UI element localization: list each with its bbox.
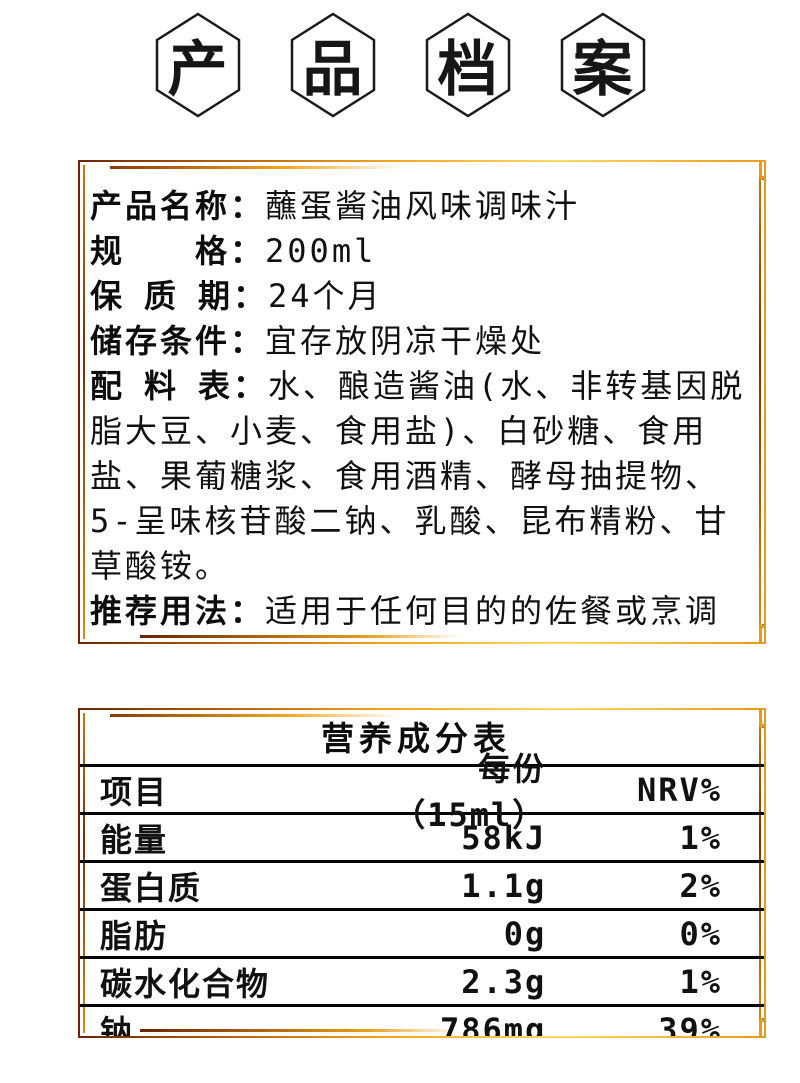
- cell-serving: 786mg: [439, 1010, 547, 1038]
- frame-corner-ornament: [759, 1018, 764, 1036]
- title-character: 案: [572, 34, 633, 105]
- title-hexagon: 品: [289, 12, 377, 118]
- title-character: 档: [437, 34, 498, 105]
- field-value: 水、酿造酱油(水、非转基因脱脂大豆、小麦、食用盐)、白砂糖、食用盐、果葡糖浆、食…: [90, 367, 746, 585]
- nutrition-table-header: 项目 每份（15ml） NRV%: [80, 750, 764, 834]
- hexagon-outline-icon: [290, 12, 375, 118]
- frame-accent-line: [110, 714, 400, 717]
- frame-accent-line: [140, 1029, 460, 1032]
- field-usage: 推荐用法：适用于任何目的的佐餐或烹调: [90, 589, 748, 634]
- product-info-panel: 产品名称：蘸蛋酱油风味调味汁 规 格：200ml 保 质 期：24个月 储存条件…: [78, 160, 766, 644]
- nutrition-table-title: 营养成分表: [321, 720, 511, 757]
- field-shelf-life: 保 质 期：24个月: [90, 274, 748, 319]
- product-archive-page: 产 品 档 案 产品名称：蘸蛋酱油风味调味汁 规 格：200ml: [0, 0, 800, 1038]
- cell-nrv: 1%: [679, 962, 722, 1001]
- field-label: 产品名称：: [90, 188, 266, 224]
- field-storage: 储存条件：宜存放阴凉干燥处: [90, 319, 748, 364]
- cell-serving: 58kJ: [461, 818, 547, 857]
- field-label: 配 料 表：: [90, 368, 269, 404]
- field-value: 24个月: [268, 277, 383, 315]
- frame-corner-ornament: [759, 162, 764, 180]
- cell-serving: 1.1g: [461, 866, 547, 905]
- cell-item: 脂肪: [100, 917, 169, 954]
- field-value: 200ml: [265, 232, 377, 270]
- title-hexagon: 案: [559, 12, 647, 118]
- cell-item: 能量: [100, 821, 169, 858]
- cell-item: 蛋白质: [100, 869, 203, 906]
- nutrition-row: 钠 786mg 39%: [80, 1004, 764, 1038]
- cell-nrv: 0%: [679, 914, 722, 953]
- frame-accent-line: [140, 635, 460, 638]
- field-label: 推荐用法：: [90, 593, 266, 629]
- field-specification: 规 格：200ml: [90, 229, 748, 274]
- column-header-serving: 每份（15ml）: [393, 749, 547, 834]
- cell-nrv: 39%: [658, 1010, 722, 1038]
- cell-serving: 2.3g: [461, 962, 547, 1001]
- field-product-name: 产品名称：蘸蛋酱油风味调味汁: [90, 184, 748, 229]
- column-header-item: 项目: [100, 773, 169, 810]
- hexagon-outline-icon: [560, 12, 645, 118]
- nutrition-row: 碳水化合物 2.3g 1%: [80, 956, 764, 1004]
- field-ingredients: 配 料 表：水、酿造酱油(水、非转基因脱脂大豆、小麦、食用盐)、白砂糖、食用盐、…: [90, 364, 748, 589]
- hexagon-outline-icon: [155, 12, 240, 118]
- title-hexagon: 产: [154, 12, 242, 118]
- cell-item: 碳水化合物: [100, 965, 271, 1002]
- title-character: 产: [167, 34, 228, 105]
- nutrition-row: 能量 58kJ 1%: [80, 812, 764, 860]
- cell-serving: 0g: [503, 914, 547, 953]
- field-label: 储存条件：: [90, 323, 266, 359]
- field-value: 适用于任何目的的佐餐或烹调: [265, 592, 721, 630]
- nutrition-row: 蛋白质 1.1g 2%: [80, 860, 764, 908]
- field-label: 规 格：: [90, 233, 266, 269]
- nutrition-panel: 营养成分表 项目 每份（15ml） NRV% 能量 58kJ 1% 蛋白质 1.…: [78, 708, 766, 1038]
- field-label: 保 质 期：: [90, 278, 269, 314]
- title-character: 品: [302, 34, 363, 105]
- page-title: 产 品 档 案: [0, 0, 800, 118]
- nutrition-row: 脂肪 0g 0%: [80, 908, 764, 956]
- cell-nrv: 1%: [679, 818, 722, 857]
- frame-corner-ornament: [759, 624, 764, 642]
- frame-accent-line: [110, 166, 400, 169]
- field-value: 宜存放阴凉干燥处: [265, 322, 546, 360]
- field-value: 蘸蛋酱油风味调味汁: [265, 187, 581, 225]
- hexagon-outline-icon: [425, 12, 510, 118]
- nutrition-table: 营养成分表 项目 每份（15ml） NRV% 能量 58kJ 1% 蛋白质 1.…: [80, 713, 764, 1038]
- cell-nrv: 2%: [679, 866, 722, 905]
- cell-item: 钠: [100, 1013, 135, 1038]
- frame-corner-ornament: [759, 710, 764, 728]
- column-header-nrv: NRV%: [636, 770, 722, 809]
- title-hexagon: 档: [424, 12, 512, 118]
